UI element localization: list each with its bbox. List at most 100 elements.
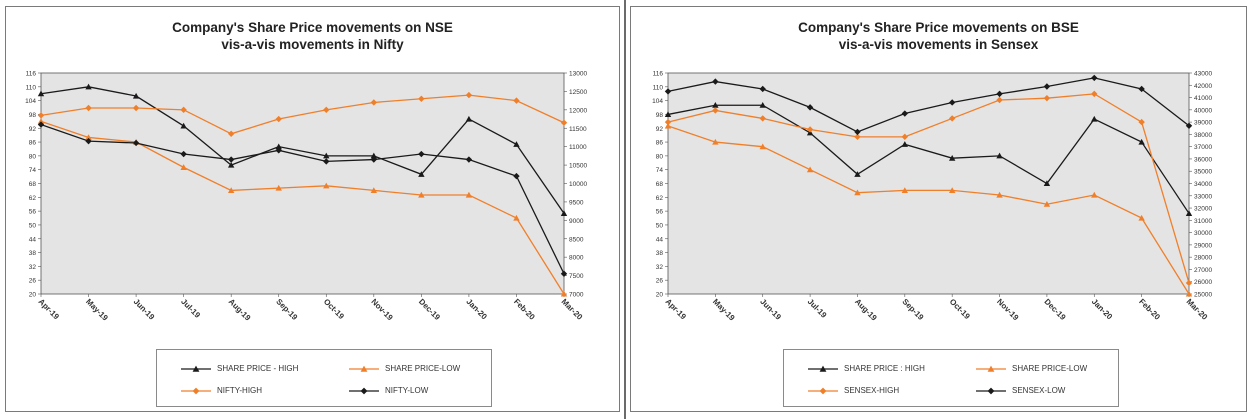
data-point	[1138, 214, 1145, 221]
data-point	[37, 121, 45, 128]
data-point	[85, 134, 92, 141]
right-axis-tick-label: 8000	[569, 255, 584, 262]
right-axis-tick-label: 29000	[1194, 242, 1212, 249]
chart-title-line-1: Company's Share Price movements on BSE	[798, 20, 1079, 35]
data-point	[275, 147, 282, 154]
data-point	[996, 152, 1003, 159]
data-point	[465, 156, 473, 163]
panel-divider	[624, 0, 626, 419]
data-point	[227, 187, 235, 193]
data-point	[227, 130, 235, 137]
data-point	[901, 141, 909, 147]
x-axis-category-label: Apr-19	[664, 297, 689, 322]
data-point	[132, 104, 140, 112]
left-axis-tick-label: 80	[656, 153, 664, 160]
data-point	[712, 102, 719, 108]
right-axis-tick-label: 43000	[1194, 71, 1212, 78]
data-point	[1185, 279, 1193, 287]
series-line	[40, 94, 565, 135]
legend-swatch	[976, 387, 1006, 395]
data-point	[418, 191, 425, 198]
left-axis-tick-label: 38	[29, 250, 37, 257]
right-axis-tick-label: 25000	[1194, 292, 1212, 299]
right-axis-tick-label: 11000	[569, 144, 587, 151]
left-axis-tick-label: 62	[656, 195, 664, 202]
legend-swatch	[976, 365, 1006, 372]
x-axis-category-label: Nov-19	[995, 297, 1021, 323]
data-point	[1091, 74, 1098, 82]
data-point	[275, 115, 282, 123]
legend-swatch-marker	[360, 365, 368, 372]
chart-title: Company's Share Price movements on BSE v…	[631, 19, 1246, 53]
data-point	[560, 290, 568, 297]
right-axis-tick-label: 35000	[1194, 169, 1212, 176]
legend-swatch	[349, 365, 379, 372]
left-axis-tick-label: 86	[656, 140, 664, 147]
data-point	[1185, 122, 1193, 129]
series-line	[667, 125, 1190, 295]
data-point	[1185, 210, 1193, 216]
data-point	[759, 143, 766, 150]
right-axis-tick-label: 8500	[569, 236, 584, 243]
data-point	[513, 97, 520, 104]
left-axis-tick-label: 44	[29, 236, 37, 243]
data-point	[664, 122, 672, 129]
x-axis-category-label: Mar-20	[560, 297, 585, 322]
data-point	[1138, 138, 1145, 145]
data-point	[37, 118, 45, 124]
data-point	[418, 95, 425, 102]
data-point	[1043, 180, 1051, 187]
chart-title: Company's Share Price movements on NSE v…	[6, 19, 619, 53]
right-axis-tick-label: 30000	[1194, 230, 1212, 237]
left-axis-tick-label: 26	[29, 278, 37, 285]
data-point	[948, 154, 956, 161]
legend-swatch-marker	[360, 387, 368, 395]
data-point	[227, 161, 235, 168]
data-point	[418, 171, 425, 177]
left-axis-tick-label: 116	[26, 71, 37, 78]
chart-legend: SHARE PRICE - HIGH SHARE PRICE-LOW NIFTY-H…	[156, 349, 492, 407]
left-axis-tick-label: 74	[29, 167, 37, 174]
plot-area	[40, 72, 565, 295]
data-point	[37, 90, 45, 97]
data-point	[180, 122, 187, 129]
x-axis-category-label: Jan-20	[1090, 297, 1115, 322]
x-axis-category-label: Dec-19	[417, 297, 442, 322]
series-line	[667, 104, 1190, 214]
legend-swatch	[808, 387, 838, 395]
data-point	[560, 119, 568, 126]
right-axis-tick-label: 7500	[569, 273, 584, 280]
x-axis-category-label: Dec-19	[1042, 297, 1067, 322]
legend-swatch-marker	[192, 365, 200, 372]
plot-area	[667, 72, 1190, 295]
data-point	[275, 143, 282, 150]
data-point	[1091, 115, 1098, 122]
legend-label: NIFTY-LOW	[385, 386, 429, 395]
data-point	[132, 139, 140, 147]
data-point	[370, 152, 378, 159]
x-axis-category-label: May-19	[711, 297, 737, 323]
right-axis-tick-label: 26000	[1194, 279, 1212, 286]
right-axis-tick-label: 28000	[1194, 255, 1212, 262]
left-axis-tick-label: 56	[29, 209, 37, 216]
x-axis-category-label: Aug-19	[853, 297, 879, 323]
left-axis-tick-label: 50	[29, 222, 37, 229]
x-axis-category-label: Jul-19	[806, 297, 829, 320]
data-point	[513, 172, 520, 180]
data-point	[664, 111, 672, 117]
data-point	[560, 210, 568, 216]
data-point	[323, 182, 330, 189]
data-point	[370, 187, 378, 193]
chart-title-line-1: Company's Share Price movements on NSE	[172, 20, 453, 35]
data-point	[513, 214, 520, 221]
left-axis-tick-label: 50	[656, 222, 664, 229]
data-point	[418, 150, 425, 158]
x-axis-category-label: Feb-20	[512, 297, 537, 322]
data-point	[513, 141, 520, 147]
right-axis-tick-label: 40000	[1194, 107, 1212, 114]
data-point	[370, 156, 378, 163]
data-point	[1043, 201, 1051, 207]
right-axis-tick-label: 33000	[1194, 193, 1212, 200]
left-axis-tick-label: 68	[29, 181, 37, 188]
x-axis-category-label: Sep-19	[900, 297, 925, 322]
